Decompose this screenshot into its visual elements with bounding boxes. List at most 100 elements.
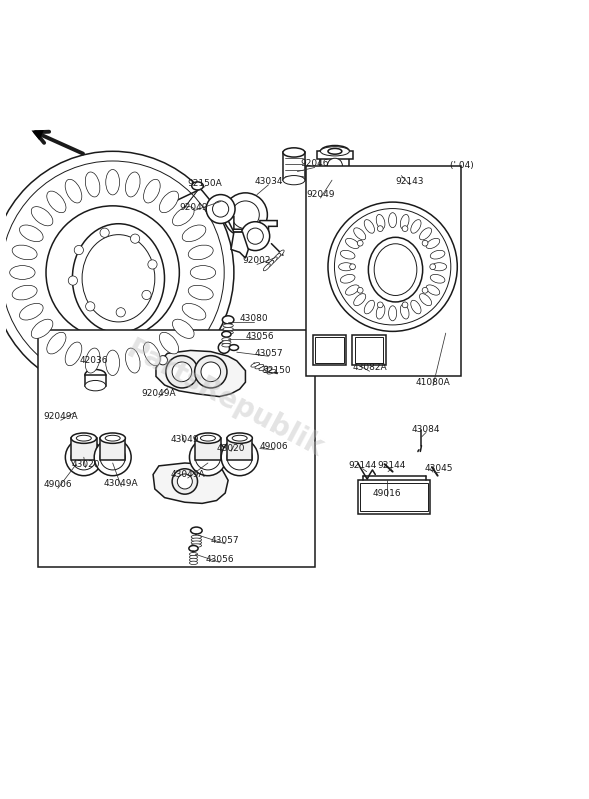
Text: 43020: 43020 [71, 459, 100, 469]
Text: 92049: 92049 [179, 203, 208, 212]
Ellipse shape [106, 350, 120, 376]
Circle shape [327, 158, 342, 173]
Text: 43049: 43049 [171, 435, 199, 444]
Ellipse shape [320, 177, 349, 189]
Ellipse shape [190, 555, 197, 559]
Ellipse shape [267, 260, 274, 268]
Ellipse shape [426, 238, 440, 248]
Ellipse shape [191, 541, 201, 544]
Ellipse shape [229, 344, 239, 351]
Ellipse shape [401, 214, 409, 229]
Circle shape [358, 240, 363, 246]
Ellipse shape [328, 149, 342, 154]
Circle shape [71, 444, 97, 470]
Ellipse shape [173, 207, 194, 226]
Ellipse shape [188, 285, 213, 300]
Circle shape [100, 228, 109, 237]
Ellipse shape [191, 535, 201, 539]
Circle shape [213, 201, 229, 217]
Circle shape [195, 444, 221, 470]
Ellipse shape [374, 244, 417, 296]
Text: 43057: 43057 [211, 536, 240, 546]
Ellipse shape [65, 342, 82, 366]
Text: 92002: 92002 [243, 256, 271, 265]
Text: 92144: 92144 [349, 461, 377, 471]
Ellipse shape [223, 316, 234, 324]
Ellipse shape [72, 224, 164, 333]
Circle shape [194, 356, 227, 388]
Ellipse shape [191, 538, 201, 542]
Ellipse shape [190, 561, 197, 565]
Text: 43080: 43080 [240, 314, 269, 323]
Circle shape [190, 439, 226, 475]
Bar [38, 330, 315, 567]
Text: 43056: 43056 [205, 555, 234, 564]
Ellipse shape [144, 179, 160, 203]
Ellipse shape [364, 220, 375, 233]
Circle shape [116, 308, 125, 317]
Text: 43049A: 43049A [170, 470, 205, 479]
Circle shape [131, 234, 140, 243]
Circle shape [247, 228, 263, 244]
Ellipse shape [192, 182, 203, 190]
Circle shape [74, 245, 84, 255]
Bar [358, 480, 430, 514]
Bar [313, 335, 346, 365]
Bar [352, 335, 386, 365]
Polygon shape [153, 463, 228, 503]
Ellipse shape [85, 348, 100, 373]
Text: (' 04): (' 04) [450, 161, 474, 170]
Polygon shape [156, 351, 246, 396]
Bar [227, 438, 252, 460]
Circle shape [422, 288, 428, 293]
Ellipse shape [340, 274, 355, 283]
Text: 43020: 43020 [217, 444, 245, 453]
Ellipse shape [223, 331, 233, 334]
Ellipse shape [389, 306, 396, 320]
Ellipse shape [353, 293, 366, 306]
Ellipse shape [200, 435, 216, 441]
Ellipse shape [376, 214, 385, 229]
Ellipse shape [320, 147, 349, 156]
Text: 92046: 92046 [300, 160, 329, 169]
Ellipse shape [191, 527, 202, 534]
Bar [360, 483, 428, 511]
Circle shape [85, 302, 95, 311]
Polygon shape [231, 232, 249, 258]
Ellipse shape [368, 237, 423, 302]
Circle shape [358, 288, 363, 293]
Circle shape [422, 240, 428, 246]
Bar [71, 438, 97, 460]
Circle shape [201, 362, 221, 382]
Circle shape [219, 342, 230, 353]
Text: 43049A: 43049A [104, 479, 138, 487]
Bar [195, 438, 221, 460]
Text: 43057: 43057 [254, 349, 283, 358]
Ellipse shape [222, 338, 231, 341]
Text: 92150A: 92150A [188, 178, 223, 188]
Ellipse shape [353, 228, 366, 240]
Text: 92150: 92150 [263, 366, 292, 376]
Circle shape [402, 302, 408, 308]
Ellipse shape [85, 380, 106, 391]
Bar [317, 151, 353, 159]
Ellipse shape [125, 172, 140, 197]
Ellipse shape [222, 332, 231, 337]
Circle shape [335, 209, 451, 325]
Circle shape [227, 444, 252, 470]
Circle shape [378, 226, 383, 232]
Ellipse shape [222, 340, 231, 344]
Circle shape [158, 356, 167, 365]
Ellipse shape [82, 235, 155, 322]
Bar [315, 337, 344, 363]
Circle shape [142, 290, 151, 300]
Ellipse shape [277, 250, 284, 257]
Circle shape [206, 195, 235, 224]
Ellipse shape [31, 320, 53, 339]
Text: 49016: 49016 [373, 488, 401, 498]
Circle shape [0, 151, 234, 394]
Ellipse shape [85, 172, 100, 197]
Ellipse shape [182, 225, 206, 241]
Ellipse shape [283, 148, 305, 157]
Text: PartsRepublik: PartsRepublik [122, 336, 329, 463]
